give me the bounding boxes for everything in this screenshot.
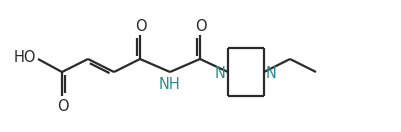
Text: O: O <box>135 19 147 34</box>
Text: N: N <box>215 65 226 81</box>
Text: N: N <box>266 65 277 81</box>
Text: O: O <box>195 19 207 34</box>
Text: NH: NH <box>159 77 181 92</box>
Text: O: O <box>57 99 69 114</box>
Text: HO: HO <box>14 51 36 65</box>
